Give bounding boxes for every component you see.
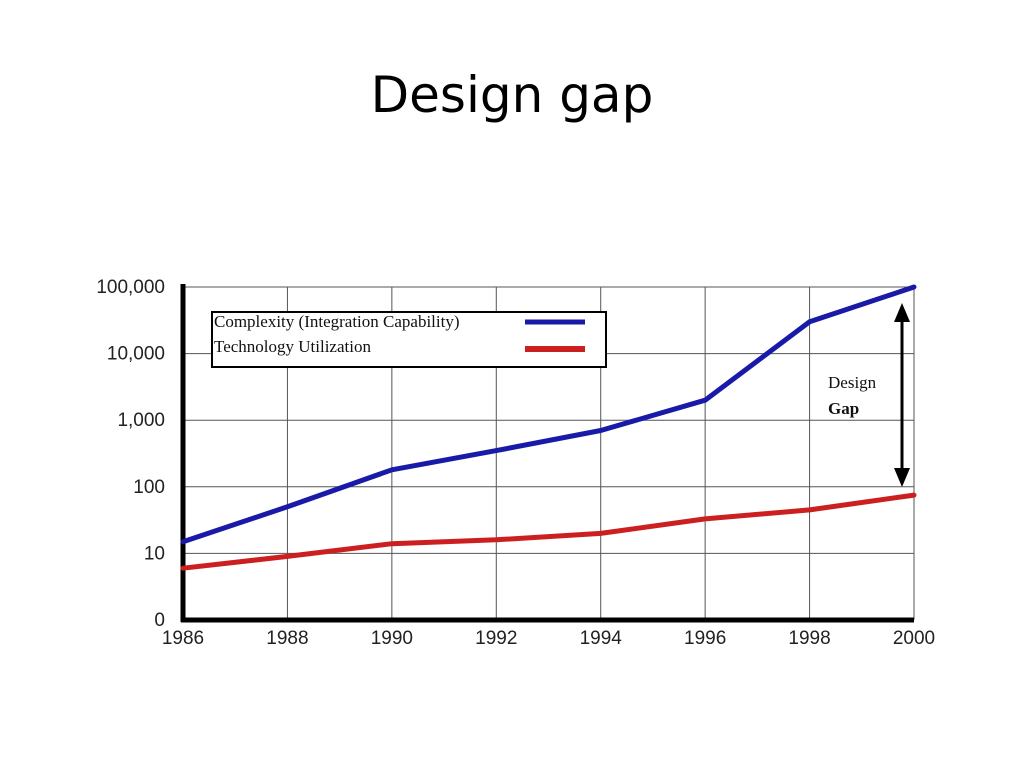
x-tick-label: 1998	[788, 628, 830, 649]
y-tick-label: 0	[154, 610, 165, 631]
y-tick-label: 10,000	[107, 344, 165, 365]
legend: Complexity (Integration Capability) Tech…	[211, 311, 607, 368]
legend-label-technology: Technology Utilization	[214, 337, 371, 356]
data-point-complexity	[703, 398, 707, 402]
axes	[180, 284, 914, 623]
data-point-technology	[912, 493, 916, 497]
data-point-technology	[494, 538, 498, 542]
x-tick-label: 1986	[162, 628, 204, 649]
data-point-technology	[703, 517, 707, 521]
data-point-complexity	[181, 540, 185, 544]
y-tick-label: 100	[133, 477, 165, 498]
y-tick-label: 100,000	[96, 277, 165, 298]
legend-label-complexity: Complexity (Integration Capability)	[214, 312, 460, 331]
tick-labels: 0 10 100 1,000 10,000 100,000 1986 1988 1990 1992…	[96, 277, 935, 649]
data-point-complexity	[285, 505, 289, 509]
data-point-technology	[285, 554, 289, 558]
x-tick-label: 1994	[580, 628, 623, 649]
x-tick-label: 1988	[266, 628, 308, 649]
data-point-technology	[599, 531, 603, 535]
gap-arrow-head-up	[894, 303, 910, 322]
data-point-technology	[181, 566, 185, 570]
y-tick-label: 10	[144, 543, 165, 564]
data-point-technology	[808, 508, 812, 512]
data-point-complexity	[808, 320, 812, 324]
slide-title: Design gap	[370, 66, 654, 124]
data-point-technology	[390, 542, 394, 546]
y-tick-label: 1,000	[117, 410, 165, 431]
series-line-complexity	[180, 284, 917, 545]
series-layer	[180, 284, 917, 571]
data-point-complexity	[912, 285, 916, 289]
data-point-complexity	[494, 449, 498, 453]
data-point-complexity	[390, 468, 394, 472]
design-gap-annotation: Design Gap	[828, 303, 910, 487]
gap-label-line2: Gap	[828, 399, 859, 418]
gap-label-line1: Design	[828, 373, 877, 392]
series-line-technology	[180, 492, 917, 571]
x-tick-label: 1992	[475, 628, 517, 649]
gap-arrow-head-down	[894, 468, 910, 487]
x-tick-label: 2000	[893, 628, 935, 649]
x-tick-label: 1990	[371, 628, 413, 649]
data-point-complexity	[599, 429, 603, 433]
x-tick-label: 1996	[684, 628, 726, 649]
